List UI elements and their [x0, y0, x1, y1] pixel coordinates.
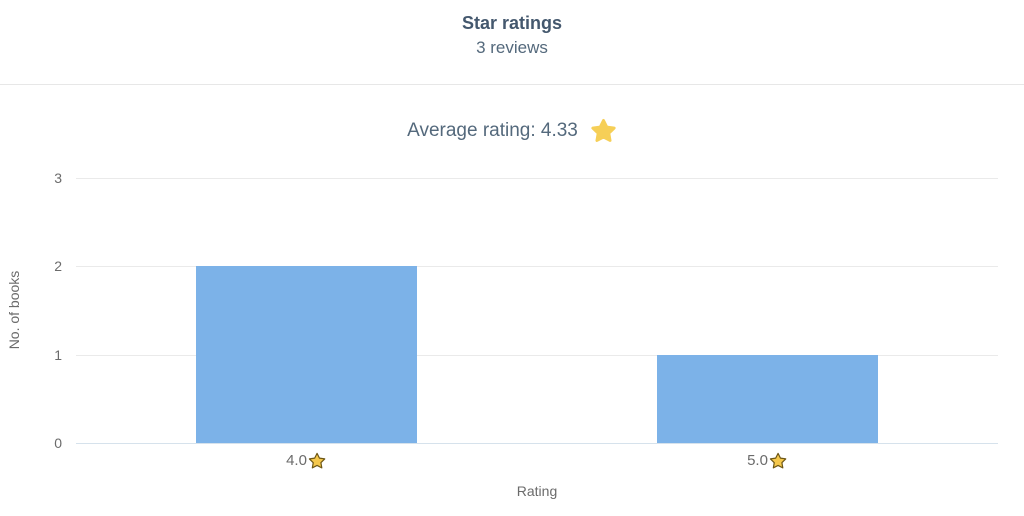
y-axis-title: No. of books	[6, 270, 22, 350]
x-tick-text: 5.0	[747, 452, 768, 469]
bar-chart-plot-area: 0 1 2 3	[54, 170, 998, 451]
chart-title: Star ratings	[461, 13, 563, 33]
x-axis-tick-labels: 4.0 5.0	[76, 451, 998, 475]
y-tick-label: 1	[54, 346, 62, 363]
x-tick-label: 4.0	[286, 451, 327, 470]
gridline	[76, 178, 998, 179]
gridline	[76, 266, 998, 268]
average-rating-row: Average rating: 4.33	[0, 118, 1024, 144]
y-tick-label: 3	[54, 170, 62, 186]
bar-4.0[interactable]	[195, 266, 418, 443]
star-solid-icon	[591, 118, 616, 142]
chart-header: Star ratings 3 reviews	[0, 12, 1024, 61]
x-axis-baseline	[76, 443, 998, 444]
x-tick-text: 4.0	[286, 452, 307, 469]
average-rating-label: Average rating: 4.33	[407, 120, 578, 141]
gridline	[76, 354, 998, 356]
header-divider	[0, 84, 1024, 85]
star-outline-icon	[770, 452, 787, 469]
y-tick-label: 0	[54, 435, 62, 451]
x-axis-title: Rating	[516, 483, 558, 499]
y-tick-label: 2	[54, 258, 62, 275]
bar-5.0[interactable]	[656, 354, 879, 443]
star-outline-icon	[309, 452, 326, 469]
chart-subtitle: 3 reviews	[476, 38, 548, 58]
x-tick-label: 5.0	[747, 451, 788, 470]
